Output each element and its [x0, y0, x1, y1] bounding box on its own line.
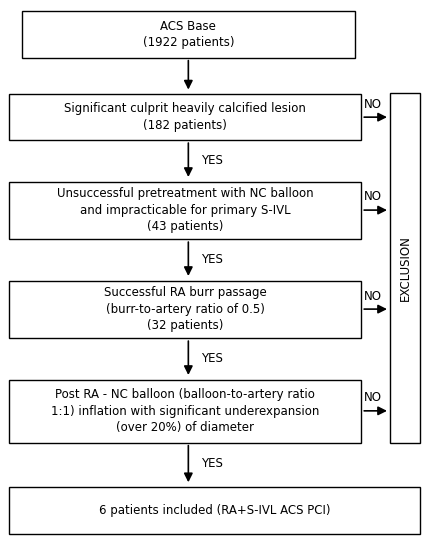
Text: ACS Base: ACS Base	[160, 20, 216, 32]
Text: Significant culprit heavily calcified lesion: Significant culprit heavily calcified le…	[64, 102, 306, 115]
FancyBboxPatch shape	[390, 94, 420, 443]
Text: YES: YES	[201, 458, 223, 470]
Text: (burr-to-artery ratio of 0.5): (burr-to-artery ratio of 0.5)	[106, 303, 265, 316]
Text: Successful RA burr passage: Successful RA burr passage	[104, 287, 266, 299]
FancyBboxPatch shape	[9, 182, 361, 239]
Text: (182 patients): (182 patients)	[143, 119, 227, 131]
Text: (over 20%) of diameter: (over 20%) of diameter	[116, 421, 254, 434]
Text: (1922 patients): (1922 patients)	[143, 36, 234, 49]
FancyBboxPatch shape	[9, 280, 361, 338]
FancyBboxPatch shape	[22, 11, 355, 58]
Text: YES: YES	[201, 252, 223, 266]
Text: NO: NO	[364, 97, 381, 111]
Text: NO: NO	[364, 289, 381, 302]
Text: EXCLUSION: EXCLUSION	[399, 235, 412, 301]
Text: NO: NO	[364, 391, 381, 404]
Text: 6 patients included (RA+S-IVL ACS PCI): 6 patients included (RA+S-IVL ACS PCI)	[99, 504, 330, 516]
FancyBboxPatch shape	[9, 379, 361, 443]
Text: and impracticable for primary S-IVL: and impracticable for primary S-IVL	[80, 204, 290, 217]
FancyBboxPatch shape	[9, 94, 361, 140]
Text: NO: NO	[364, 190, 381, 204]
Text: 1:1) inflation with significant underexpansion: 1:1) inflation with significant underexp…	[51, 405, 319, 417]
Text: YES: YES	[201, 153, 223, 167]
Text: Post RA - NC balloon (balloon-to-artery ratio: Post RA - NC balloon (balloon-to-artery …	[55, 388, 315, 401]
Text: YES: YES	[201, 351, 223, 365]
Text: (32 patients): (32 patients)	[147, 320, 223, 332]
Text: (43 patients): (43 patients)	[147, 221, 223, 233]
Text: Unsuccessful pretreatment with NC balloon: Unsuccessful pretreatment with NC balloo…	[57, 188, 313, 200]
FancyBboxPatch shape	[9, 487, 420, 534]
